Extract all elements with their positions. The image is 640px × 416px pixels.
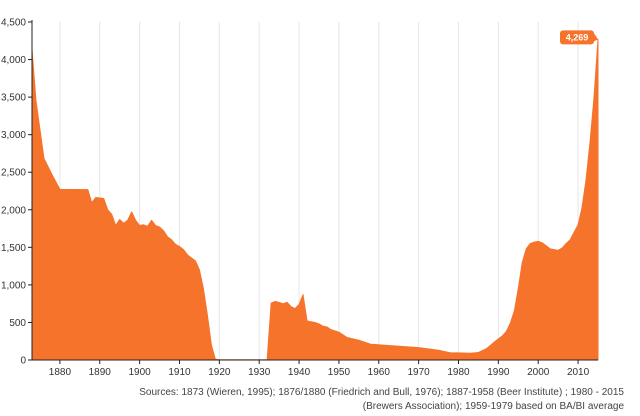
y-tick-label-0: 0 <box>20 356 26 367</box>
y-tick-label-4000: 4,000 <box>1 55 26 66</box>
x-tick-label-2010: 2010 <box>567 367 590 378</box>
callout-box <box>560 30 594 45</box>
brewery-count-area-chart: 1880 1890 1900 1910 1920 1930 1940 1950 1960 1970… <box>1 18 599 378</box>
y-tick-label-3500: 3,500 <box>1 93 26 104</box>
y-tick-label-1500: 1,500 <box>1 243 26 254</box>
x-tick-label-1920: 1920 <box>208 367 231 378</box>
value-callout-0: 4,269 <box>560 30 598 45</box>
x-tick-label-1970: 1970 <box>408 367 431 378</box>
area-series-0 <box>31 38 599 361</box>
x-tick-label-1910: 1910 <box>168 367 191 378</box>
callout-label: 4,269 <box>566 32 589 42</box>
x-tick-label-1880: 1880 <box>49 367 72 378</box>
x-axis-ticks: 1880 1890 1900 1910 1920 1930 1940 1950 1960 1970… <box>49 360 590 378</box>
source-note: Sources: 1873 (Wieren, 1995); 1876/1880 … <box>139 387 624 412</box>
y-axis-ticks: 0 500 1,000 1,500 2,000 2,500 3,000 3,500 4,000 4… <box>1 18 32 367</box>
axes <box>31 20 598 361</box>
y-tick-label-2500: 2,500 <box>1 168 26 179</box>
y-tick-label-4500: 4,500 <box>1 18 26 29</box>
x-tick-label-1930: 1930 <box>248 367 271 378</box>
x-tick-label-1950: 1950 <box>328 367 351 378</box>
x-tick-label-1980: 1980 <box>447 367 470 378</box>
x-tick-label-1990: 1990 <box>487 367 510 378</box>
y-tick-label-500: 500 <box>9 318 26 329</box>
x-tick-label-2000: 2000 <box>527 367 550 378</box>
x-tick-label-1940: 1940 <box>288 367 311 378</box>
x-tick-label-1900: 1900 <box>128 367 151 378</box>
plot-area <box>31 38 599 361</box>
y-tick-label-3000: 3,000 <box>1 130 26 141</box>
callout-pointer <box>594 33 598 42</box>
y-tick-label-2000: 2,000 <box>1 205 26 216</box>
y-tick-label-1000: 1,000 <box>1 280 26 291</box>
x-tick-label-1960: 1960 <box>368 367 391 378</box>
annotations: 4,269 <box>560 30 598 45</box>
x-tick-label-1890: 1890 <box>89 367 112 378</box>
